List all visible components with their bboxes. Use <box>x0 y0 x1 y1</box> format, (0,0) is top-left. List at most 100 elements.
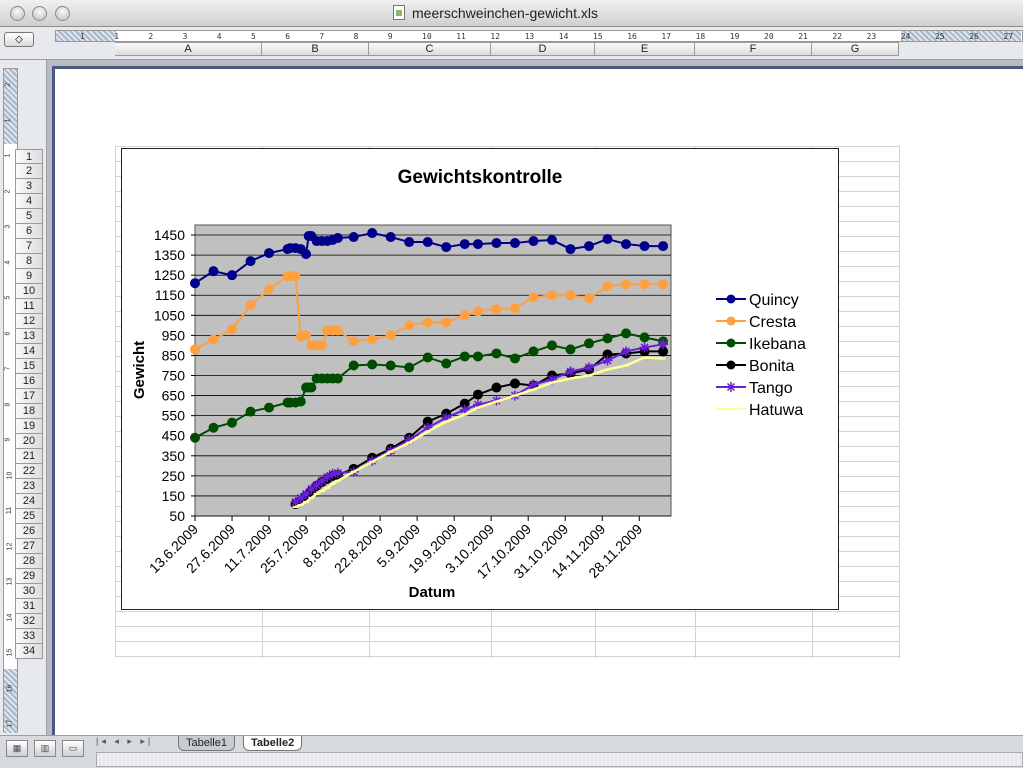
vertical-ruler-mark: 6 <box>4 331 12 335</box>
row-header-34[interactable]: 34 <box>15 644 43 659</box>
grid-line <box>115 146 900 147</box>
column-header-b[interactable]: B <box>262 42 369 56</box>
ruler-mark: 25 <box>935 32 945 41</box>
data-point <box>621 239 632 250</box>
horizontal-scrollbar[interactable] <box>96 752 1023 767</box>
row-header-18[interactable]: 18 <box>15 404 43 419</box>
row-header-28[interactable]: 28 <box>15 554 43 569</box>
toggle-ruler-button[interactable]: ◇ <box>4 32 34 47</box>
data-point <box>491 238 502 249</box>
data-point <box>602 281 613 292</box>
row-header-10[interactable]: 10 <box>15 284 43 299</box>
row-header-2[interactable]: 2 <box>15 164 43 179</box>
row-header-31[interactable]: 31 <box>15 599 43 614</box>
window-title: meerschweinchen-gewicht.xls <box>412 5 598 21</box>
legend-label: Ikebana <box>749 336 806 353</box>
column-header-e[interactable]: E <box>595 42 695 56</box>
sheet-navigation-arrows[interactable]: |◂ ◂ ▸ ▸| <box>96 736 154 746</box>
column-header-d[interactable]: D <box>491 42 595 56</box>
row-header-22[interactable]: 22 <box>15 464 43 479</box>
data-point <box>509 378 520 389</box>
data-point <box>348 360 359 371</box>
ruler-margin-hatch <box>901 31 1021 41</box>
column-header-f[interactable]: F <box>695 42 812 56</box>
data-point <box>290 271 301 282</box>
data-point <box>295 396 306 407</box>
ruler-mark: 7 <box>319 32 325 41</box>
row-header-19[interactable]: 19 <box>15 419 43 434</box>
zoom-button[interactable] <box>55 6 70 21</box>
row-header-24[interactable]: 24 <box>15 494 43 509</box>
y-tick-label: 150 <box>162 488 186 504</box>
row-header-12[interactable]: 12 <box>15 314 43 329</box>
ruler-mark: 9 <box>387 32 393 41</box>
row-header-5[interactable]: 5 <box>15 209 43 224</box>
row-header-25[interactable]: 25 <box>15 509 43 524</box>
column-header-c[interactable]: C <box>369 42 491 56</box>
excel-document-icon <box>393 5 405 20</box>
row-header-16[interactable]: 16 <box>15 374 43 389</box>
data-point <box>385 360 396 371</box>
data-point <box>404 362 415 373</box>
normal-view-icon[interactable]: ▦ <box>6 740 28 757</box>
row-header-13[interactable]: 13 <box>15 329 43 344</box>
page-layout-icon[interactable]: ▥ <box>34 740 56 757</box>
data-point <box>322 471 333 482</box>
row-header-33[interactable]: 33 <box>15 629 43 644</box>
ruler-mark: 27 <box>1003 32 1014 41</box>
row-header-21[interactable]: 21 <box>15 449 43 464</box>
row-header-3[interactable]: 3 <box>15 179 43 194</box>
row-header-30[interactable]: 30 <box>15 584 43 599</box>
data-point <box>472 399 483 410</box>
chart-title: Gewichtskontrolle <box>398 167 563 188</box>
y-tick-label: 450 <box>162 428 186 444</box>
ruler-mark: 14 <box>558 32 569 41</box>
row-header-9[interactable]: 9 <box>15 269 43 284</box>
row-header-20[interactable]: 20 <box>15 434 43 449</box>
data-point <box>528 379 539 390</box>
data-point <box>208 266 219 277</box>
vertical-ruler-mark: 4 <box>4 260 12 264</box>
y-tick-label: 1050 <box>154 307 185 323</box>
row-header-29[interactable]: 29 <box>15 569 43 584</box>
sheet-tab-tabelle1[interactable]: Tabelle1 <box>178 736 235 751</box>
row-header-8[interactable]: 8 <box>15 254 43 269</box>
y-tick-label: 350 <box>162 448 186 464</box>
chart-object[interactable]: 50 150 250 350 450 550 650 750 850 950 1050 1150 125… <box>121 148 839 610</box>
horizontal-ruler[interactable]: 1 1 2 3 4 5 6 7 8 9 10 11 12 13 14 15 16 17 18 19 20 21 22 23 24… <box>55 30 1023 42</box>
close-button[interactable] <box>10 6 25 21</box>
page-break-icon[interactable]: ▭ <box>62 740 84 757</box>
row-header-23[interactable]: 23 <box>15 479 43 494</box>
y-tick-label: 1450 <box>154 227 185 243</box>
row-header-7[interactable]: 7 <box>15 239 43 254</box>
row-header-27[interactable]: 27 <box>15 539 43 554</box>
row-header-17[interactable]: 17 <box>15 389 43 404</box>
ruler-mark: 5 <box>251 32 256 41</box>
legend-label: Cresta <box>749 314 796 331</box>
row-header-11[interactable]: 11 <box>15 299 43 314</box>
row-header-4[interactable]: 4 <box>15 194 43 209</box>
data-point <box>227 324 238 335</box>
data-point <box>472 389 483 400</box>
row-header-32[interactable]: 32 <box>15 614 43 629</box>
row-header-26[interactable]: 26 <box>15 524 43 539</box>
row-header-6[interactable]: 6 <box>15 224 43 239</box>
data-point <box>332 325 343 336</box>
vertical-ruler-mark: 13 <box>6 577 14 586</box>
row-header-14[interactable]: 14 <box>15 344 43 359</box>
sheet-tab-tabelle2[interactable]: Tabelle2 <box>243 736 303 751</box>
column-header-a[interactable]: A <box>115 42 262 56</box>
ruler-mark: 1 <box>80 32 85 41</box>
minimize-button[interactable] <box>32 6 47 21</box>
data-point <box>264 402 275 413</box>
column-header-g[interactable]: G <box>812 42 899 56</box>
data-point <box>190 278 200 289</box>
ruler-mark: 1 <box>114 32 120 41</box>
row-header-15[interactable]: 15 <box>15 359 43 374</box>
vertical-ruler-mark: 16 <box>6 684 14 692</box>
data-point <box>295 492 306 503</box>
data-point <box>509 353 520 364</box>
row-header-1[interactable]: 1 <box>15 149 43 164</box>
vertical-ruler-mark: 2 <box>4 189 12 193</box>
